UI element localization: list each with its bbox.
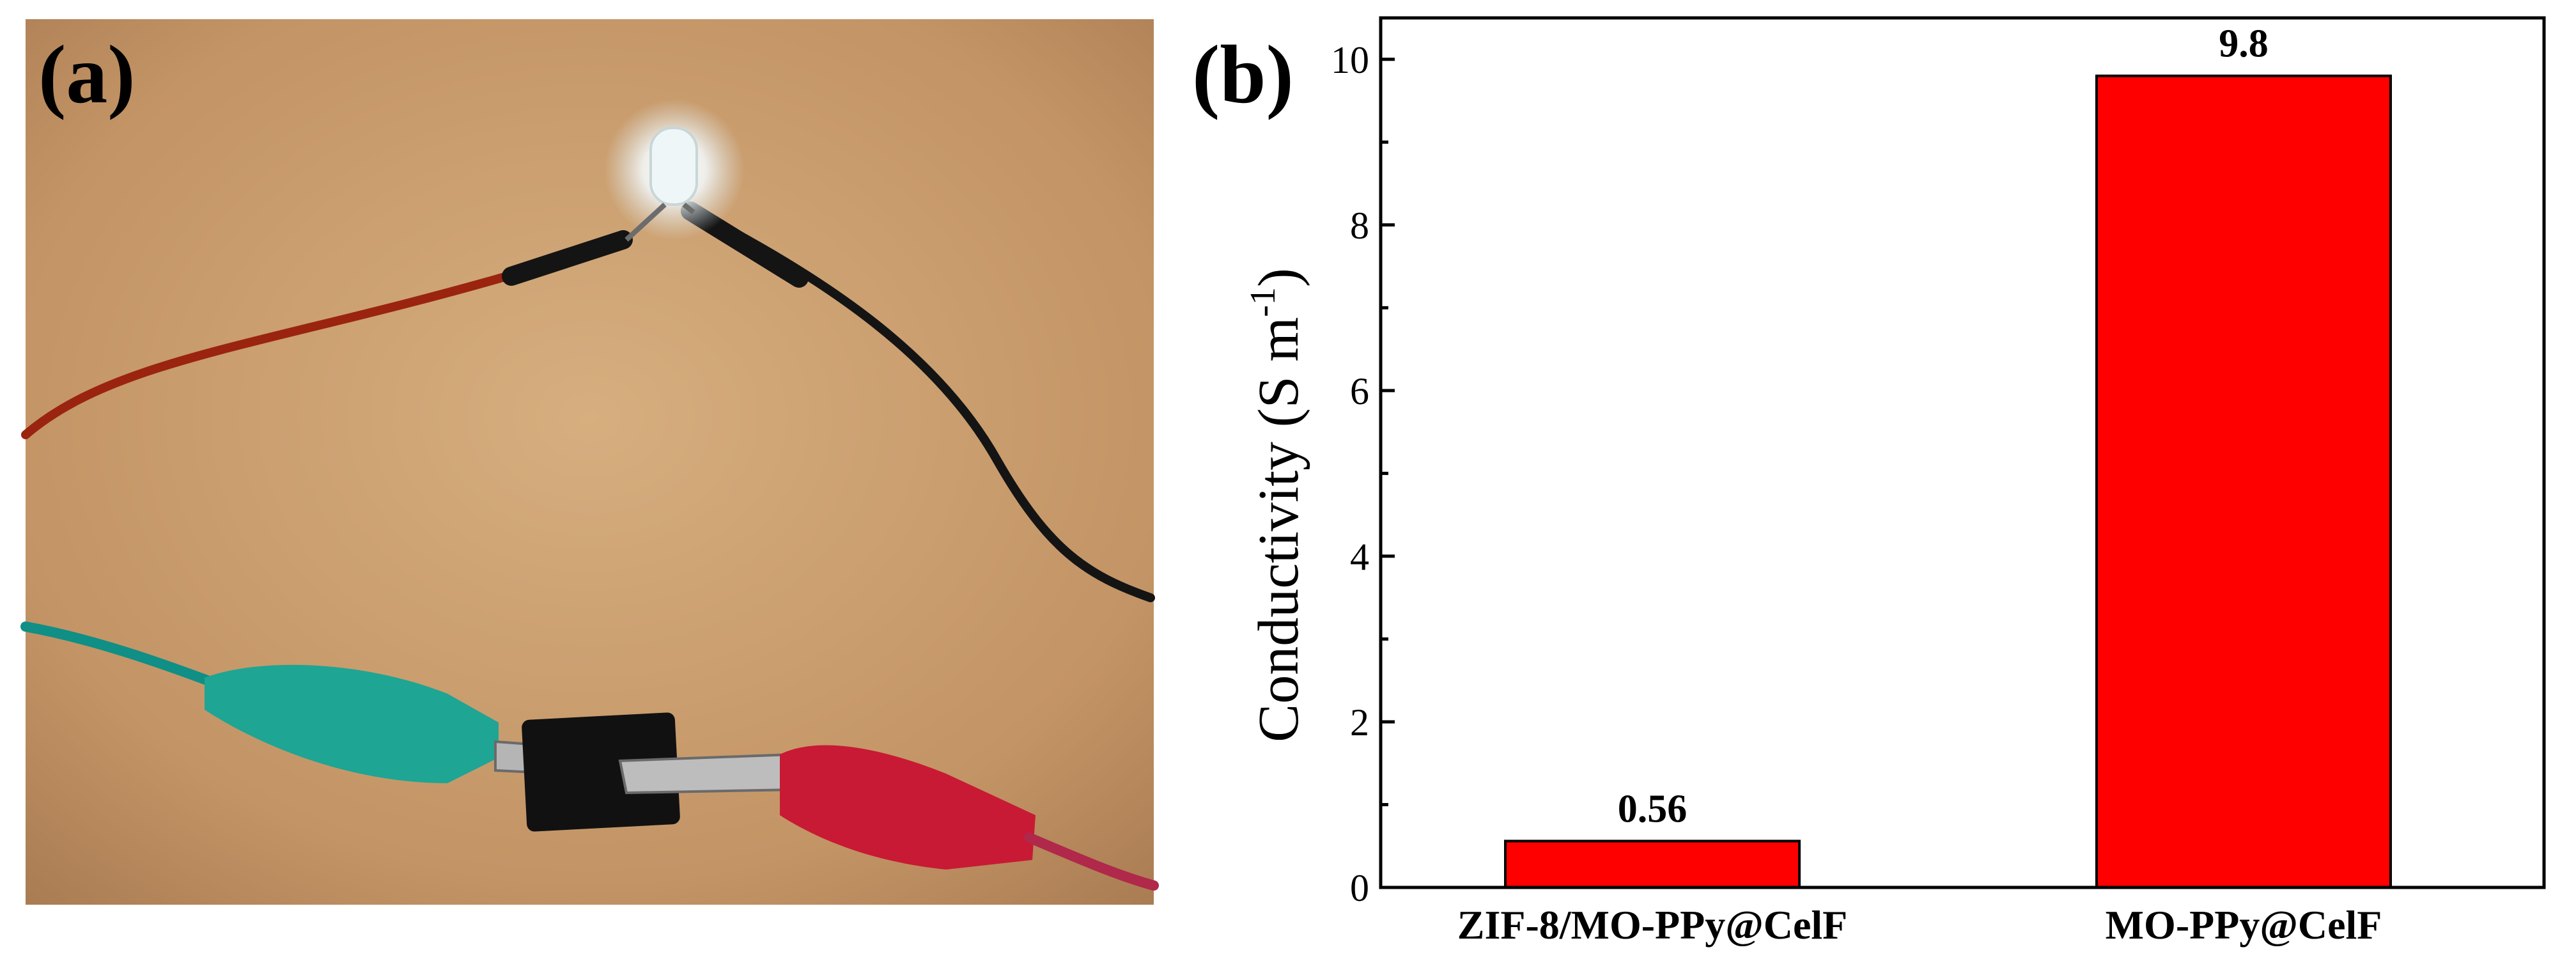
y-tick-label-4: 8	[1350, 205, 1369, 247]
led-bulb	[649, 127, 698, 206]
led-leads	[625, 202, 695, 242]
data-labels: 0.56 9.8	[1618, 22, 2269, 831]
panel-a-label: (a)	[38, 29, 136, 121]
y-axis-title: Conductivity (S m-1)	[1243, 268, 1310, 742]
sample-tape	[522, 712, 680, 832]
x-axis-labels: ZIF-8/MO-PPy@CelF MO-PPy@CelF	[1457, 902, 2382, 948]
y-axis-title-close: )	[1247, 268, 1310, 287]
y-tick-label-1: 2	[1350, 701, 1369, 744]
y-axis-title-sup: -1	[1243, 287, 1283, 317]
y-tick-label-2: 4	[1350, 536, 1369, 578]
panel-b-label: (b)	[1192, 29, 1294, 121]
x-tick-label-1: MO-PPy@CelF	[2106, 902, 2382, 948]
led-circuit-photo	[20, 19, 1159, 905]
plot-frame	[1379, 16, 2546, 889]
red-clip-jaw	[618, 753, 798, 795]
red-clip-wire	[1024, 832, 1159, 891]
x-tick-label-0: ZIF-8/MO-PPy@CelF	[1457, 902, 1848, 948]
red-wire-sleeve	[502, 230, 633, 286]
bar-chart: 0.56 9.8 0 2 4 6 8 10 ZIF-8/MO-PPy@CelF MO-PPy@…	[1331, 16, 2546, 948]
y-tick-label-0: 0	[1350, 867, 1369, 909]
y-axis-title-main: Conductivity (S m	[1247, 317, 1310, 742]
data-label-1: 9.8	[2219, 22, 2269, 66]
teal-wire	[20, 621, 222, 689]
y-tick-label-5: 10	[1331, 39, 1369, 81]
data-label-0: 0.56	[1618, 787, 1688, 831]
teal-clip	[205, 664, 499, 783]
red-clip	[780, 745, 1036, 870]
y-tick-label-3: 6	[1350, 370, 1369, 412]
bar-0	[1504, 839, 1801, 889]
y-axis-ticks: 0 2 4 6 8 10	[1331, 39, 1395, 909]
bars	[1504, 74, 2392, 889]
bar-1	[2095, 74, 2392, 889]
